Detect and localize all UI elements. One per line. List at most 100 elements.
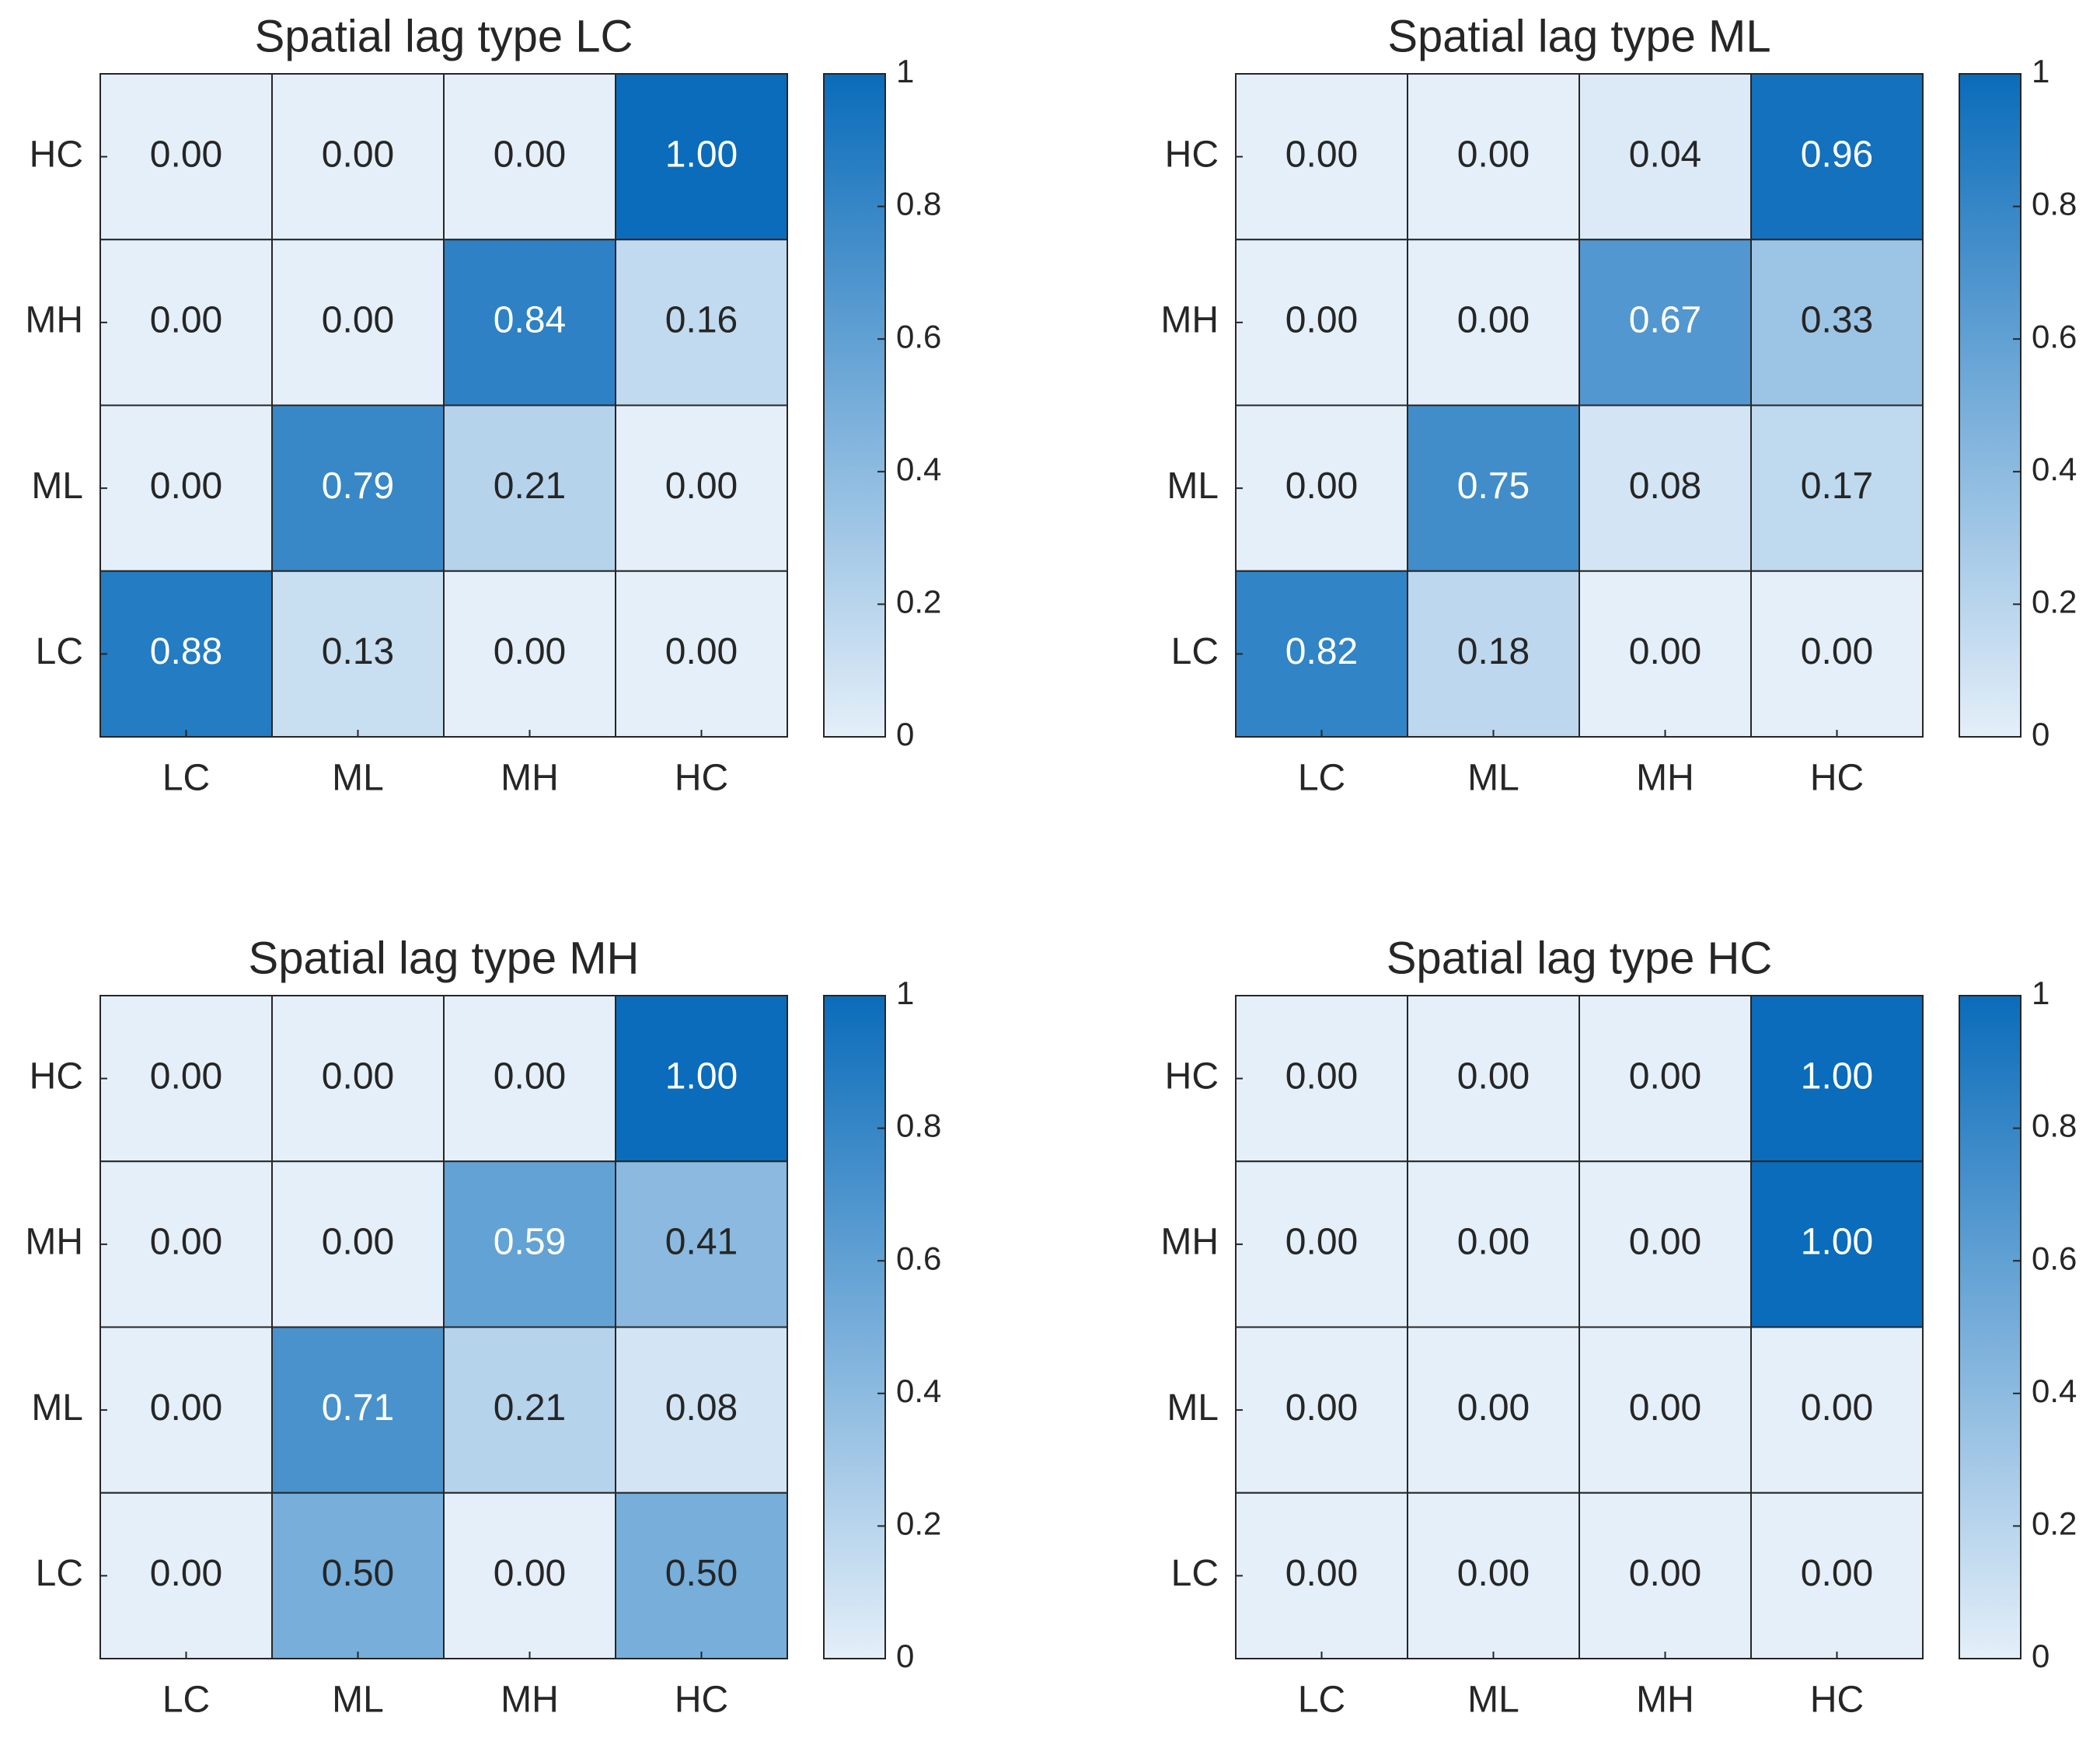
y-tick-label: ML	[31, 466, 83, 507]
cell-label: 0.00	[494, 1055, 566, 1097]
chart-title: Spatial lag type HC	[1387, 933, 1772, 983]
heatmap-cell	[1578, 995, 1752, 1163]
cell-label: 0.00	[322, 134, 394, 175]
cell-label: 0.00	[1457, 134, 1530, 175]
heatmap-cell	[615, 1160, 788, 1328]
y-tick-label: HC	[1165, 1055, 1219, 1097]
cell-label: 0.00	[1457, 300, 1530, 341]
heatmap-cell	[1407, 995, 1580, 1163]
cell-label: 0.41	[665, 1222, 738, 1263]
heatmap-cell	[615, 73, 788, 241]
cell-label: 0.50	[665, 1553, 738, 1594]
heatmap-cell	[443, 995, 616, 1163]
heatmap-cell	[1750, 570, 1924, 738]
colorbar-tick-label: 0.6	[2032, 318, 2077, 354]
heatmap-cell	[1407, 1160, 1580, 1328]
x-tick-label: HC	[1810, 1680, 1864, 1721]
x-tick-label: ML	[332, 758, 384, 799]
heatmap-cell	[1578, 1160, 1752, 1328]
x-tick-label: HC	[675, 1680, 728, 1721]
heatmap-cell	[1235, 1160, 1408, 1328]
heatmap-cell	[271, 1160, 445, 1328]
heatmap-panel: Spatial lag type HC 0.00 0.00 0.00 1.00 0.00 0…	[1160, 933, 2077, 1720]
heatmap-cell	[271, 995, 445, 1163]
cell-label: 0.00	[1285, 466, 1358, 507]
colorbar-tick-label: 0.2	[896, 583, 941, 619]
cell-label: 0.00	[150, 466, 222, 507]
cell-label: 0.33	[1801, 300, 1873, 341]
colorbar-tick-label: 0.8	[2032, 186, 2077, 222]
y-tick-label: LC	[36, 631, 83, 672]
y-tick-label: MH	[25, 1222, 83, 1263]
colorbar-tick-label: 0	[2032, 1638, 2049, 1674]
heatmap-cell	[615, 1492, 788, 1659]
heatmap-panel: Spatial lag type MH 0.00 0.00 0.00 1.00 0.00 0…	[25, 933, 941, 1720]
y-tick-label: LC	[36, 1553, 83, 1594]
cell-label: 0.00	[322, 300, 394, 341]
x-tick-label: MH	[1636, 1680, 1694, 1721]
heatmap-cell	[443, 570, 616, 738]
cell-label: 0.00	[1629, 1222, 1701, 1263]
x-tick-label: ML	[332, 1680, 384, 1721]
cell-label: 0.00	[494, 1553, 566, 1594]
cell-label: 0.84	[494, 300, 566, 341]
heatmap-cell	[1578, 1326, 1752, 1494]
heatmap-cell	[1235, 1492, 1408, 1659]
cell-label: 0.00	[322, 1222, 394, 1263]
colorbar-tick-label: 0.4	[2032, 1373, 2077, 1409]
heatmap-cell	[271, 73, 445, 241]
heatmap-cell	[615, 404, 788, 572]
x-tick-label: MH	[501, 1680, 559, 1721]
heatmap-panel: Spatial lag type ML 0.00 0.00 0.04 0.96 0.00 0…	[1160, 11, 2077, 798]
heatmap-cell	[615, 995, 788, 1163]
cell-label: 0.04	[1629, 134, 1701, 175]
cell-label: 0.18	[1457, 631, 1530, 672]
heatmap-cell	[443, 1492, 616, 1659]
colorbar	[823, 73, 886, 738]
cell-label: 0.00	[1285, 1055, 1358, 1097]
x-tick-label: MH	[501, 758, 559, 799]
colorbar-tick-label: 0	[2032, 716, 2049, 752]
heatmap-cell	[1407, 239, 1580, 406]
colorbar-tick-label: 0.8	[896, 186, 941, 222]
cell-label: 0.00	[1629, 1387, 1701, 1429]
cell-label: 0.16	[665, 300, 738, 341]
x-tick-label: LC	[1298, 758, 1345, 799]
heatmap-cell	[1578, 1492, 1752, 1659]
cell-label: 0.59	[494, 1222, 566, 1263]
chart-title: Spatial lag type ML	[1387, 11, 1770, 61]
colorbar-tick-label: 0.8	[2032, 1108, 2077, 1144]
cell-label: 0.00	[1457, 1553, 1530, 1594]
heatmap-cell	[1578, 73, 1752, 241]
colorbar-tick-label: 0	[896, 1638, 914, 1674]
cell-label: 0.00	[1801, 1553, 1873, 1594]
colorbar	[1959, 73, 2022, 738]
heatmap-cell	[99, 239, 273, 406]
cell-label: 0.08	[1629, 466, 1701, 507]
heatmap-cell	[1578, 570, 1752, 738]
cell-label: 0.21	[494, 466, 566, 507]
y-tick-label: ML	[1167, 466, 1219, 507]
cell-label: 0.00	[150, 1387, 222, 1429]
heatmap-cell	[271, 404, 445, 572]
cell-label: 0.67	[1629, 300, 1701, 341]
heatmap-cell	[615, 239, 788, 406]
cell-label: 0.00	[322, 1055, 394, 1097]
cell-label: 0.00	[1285, 300, 1358, 341]
heatmap-cell	[1750, 1326, 1924, 1494]
chart-title: Spatial lag type MH	[249, 933, 640, 983]
colorbar-tick-label: 0.2	[896, 1505, 941, 1541]
colorbar	[1959, 995, 2022, 1659]
heatmap-cell	[1578, 404, 1752, 572]
y-tick-label: MH	[25, 300, 83, 341]
colorbar-tick-label: 0.6	[896, 318, 941, 354]
cell-label: 0.00	[1285, 1222, 1358, 1263]
cell-label: 0.00	[1457, 1055, 1530, 1097]
cell-label: 1.00	[1801, 1222, 1873, 1263]
cell-label: 0.00	[665, 631, 738, 672]
cell-label: 0.00	[150, 134, 222, 175]
cell-label: 0.17	[1801, 466, 1873, 507]
cell-label: 0.00	[665, 466, 738, 507]
heatmap-panel: Spatial lag type LC 0.00 0.00 0.00 1.00 0.00 0…	[25, 11, 941, 798]
